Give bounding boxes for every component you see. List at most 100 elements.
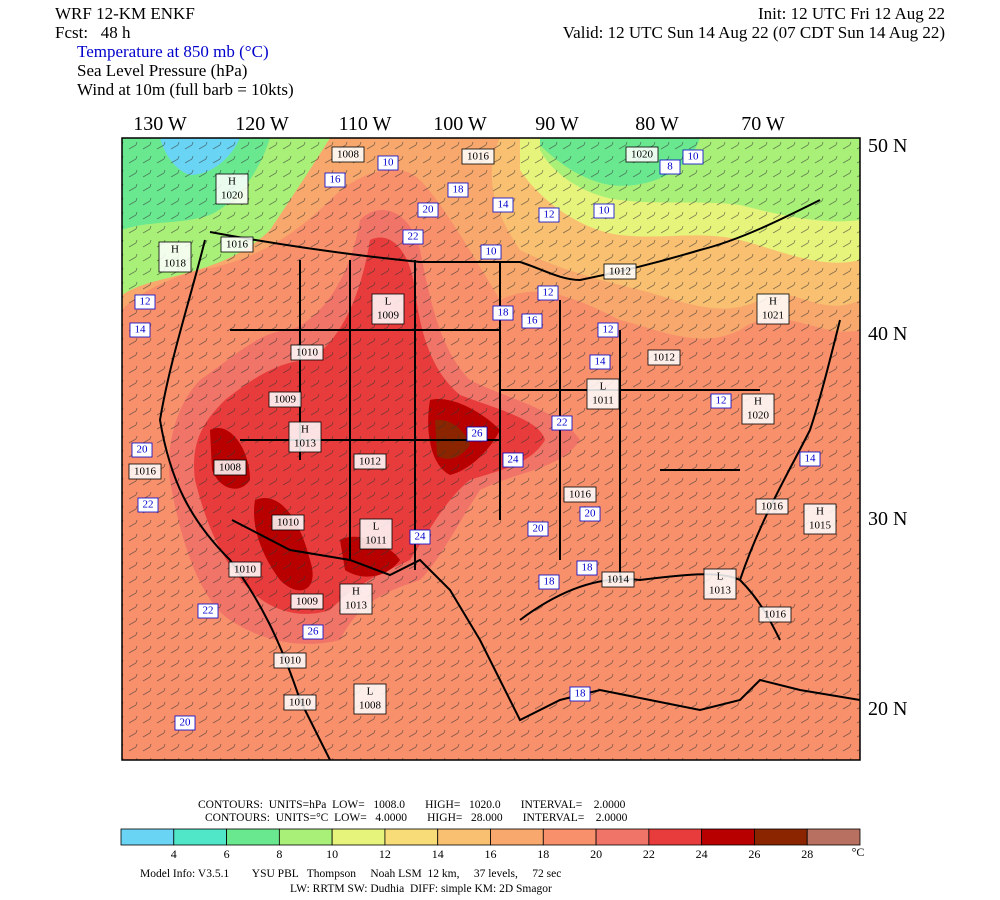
pressure-label-box [158, 241, 192, 273]
temperature-label-box [538, 207, 560, 223]
pressure-contour-label: 1016 [764, 609, 787, 621]
temperature-contour-label: 22 [143, 499, 154, 511]
temperature-label-box [537, 285, 559, 301]
pressure-contour-label: 1011 [592, 395, 614, 407]
pressure-contour-label: 1012 [653, 352, 675, 364]
pressure-contour-label: 1015 [809, 520, 832, 532]
pressure-label-box [586, 378, 620, 410]
temperature-contour-label: 24 [508, 454, 520, 466]
colorbar-swatch [490, 828, 544, 846]
pressure-label-box [353, 683, 387, 715]
pressure-center: H [171, 244, 179, 256]
pressure-contour-info: CONTOURS: UNITS=hPa LOW= 1008.0 HIGH= 10… [198, 799, 626, 811]
pressure-label-box [703, 568, 737, 600]
temperature-contour-label: 10 [486, 246, 498, 258]
pressure-label-box [290, 593, 324, 610]
pressure-label-box [290, 344, 324, 361]
latitude-label: 40 N [868, 323, 907, 345]
temperature-contour-label: 18 [544, 576, 556, 588]
pressure-contour-label: 1016 [467, 151, 490, 163]
colorbar-swatch [806, 828, 861, 846]
pressure-contour-label: 1009 [296, 596, 319, 608]
temperature-label-box [538, 574, 560, 590]
colorbar-swatch [542, 828, 597, 846]
pressure-center: L [717, 571, 724, 583]
temperature-contour-label: 8 [667, 161, 673, 173]
pressure-contour-label: 1013 [709, 585, 732, 597]
temperature-label-box [576, 560, 598, 576]
temperature-contour-label: 26 [472, 428, 484, 440]
colorbar-tick-label: 28 [801, 847, 813, 861]
temperature-label-box [174, 715, 196, 731]
temperature-label-box [302, 624, 324, 640]
colorbar-swatch [278, 828, 333, 846]
pressure-contour-label: 1010 [277, 517, 300, 529]
temperature-label-box [799, 451, 821, 467]
pressure-center: H [769, 296, 777, 308]
pressure-contour-label: 1010 [296, 347, 319, 359]
pressure-label-box [215, 173, 249, 205]
pressure-label-box [271, 514, 305, 531]
pressure-center: H [228, 176, 236, 188]
pressure-contour-label: 1009 [274, 394, 297, 406]
colorbar-tick-label: 10 [326, 847, 338, 861]
pressure-label-box [353, 453, 387, 470]
temperature-contour-label: 24 [415, 531, 427, 543]
pressure-label-box [625, 146, 659, 163]
pressure-label-box [563, 486, 597, 503]
temperature-label-box [521, 313, 543, 329]
pressure-center: H [352, 586, 360, 598]
pressure-label-box [803, 503, 837, 535]
pressure-label-box [371, 293, 405, 325]
temperature-contour-label: 10 [599, 205, 611, 217]
pressure-center: L [600, 381, 607, 393]
init-time: Init: 12 UTC Fri 12 Aug 22 [758, 4, 945, 23]
pressure-label-box [741, 393, 775, 425]
temperature-label-box [417, 202, 439, 218]
temperature-contour-label: 22 [203, 605, 214, 617]
colorbar-tick-label: 14 [432, 847, 444, 861]
pressure-label-box [331, 146, 365, 163]
pressure-label-box [359, 518, 393, 550]
longitude-label: 100 W [433, 113, 487, 135]
map [122, 138, 860, 760]
pressure-contour-label: 1020 [631, 149, 654, 161]
pressure-label-box [603, 263, 637, 280]
latitude-label: 30 N [868, 508, 907, 530]
pressure-label-box [758, 606, 792, 623]
temperature-label-box [480, 244, 502, 260]
temperature-label-box [466, 426, 488, 442]
temperature-contour-info: CONTOURS: UNITS=°C LOW= 4.0000 HIGH= 28.… [205, 812, 628, 824]
pressure-contour-label: 1016 [761, 501, 784, 513]
pressure-contour-label: 1012 [359, 456, 381, 468]
temperature-contour-label: 16 [330, 174, 342, 186]
temperature-label-box [197, 603, 219, 619]
temperature-contour-label: 14 [498, 199, 510, 211]
colorbar-swatch [701, 828, 755, 846]
temperature-contour-label: 18 [575, 688, 587, 700]
pressure-label-box [220, 236, 254, 253]
temperature-label-box [324, 172, 346, 188]
longitude-label: 120 W [235, 113, 289, 135]
pressure-center: L [385, 296, 392, 308]
forecast-hour: Fcst: 48 h [55, 23, 131, 42]
pressure-center: H [816, 506, 824, 518]
temperature-label-box [492, 197, 514, 213]
temperature-label-box [402, 229, 424, 245]
pressure-contour-label: 1020 [221, 190, 244, 202]
temperature-contour-label: 18 [582, 562, 594, 574]
pressure-label-box [128, 463, 162, 480]
political-boundaries [158, 199, 860, 760]
colorbar-tick-label: 22 [643, 847, 655, 861]
temperature-contour-label: 20 [423, 204, 435, 216]
pressure-label-box [228, 561, 262, 578]
temperature-contour-label: 12 [544, 209, 555, 221]
colorbar-tick-label: 18 [537, 847, 549, 861]
pressure-label-box [461, 148, 495, 165]
pressure-center: L [367, 686, 374, 698]
pressure-contour-label: 1011 [365, 535, 387, 547]
field-title: Temperature at 850 mb (°C) [77, 42, 269, 61]
colorbar-tick-label: 26 [748, 847, 760, 861]
